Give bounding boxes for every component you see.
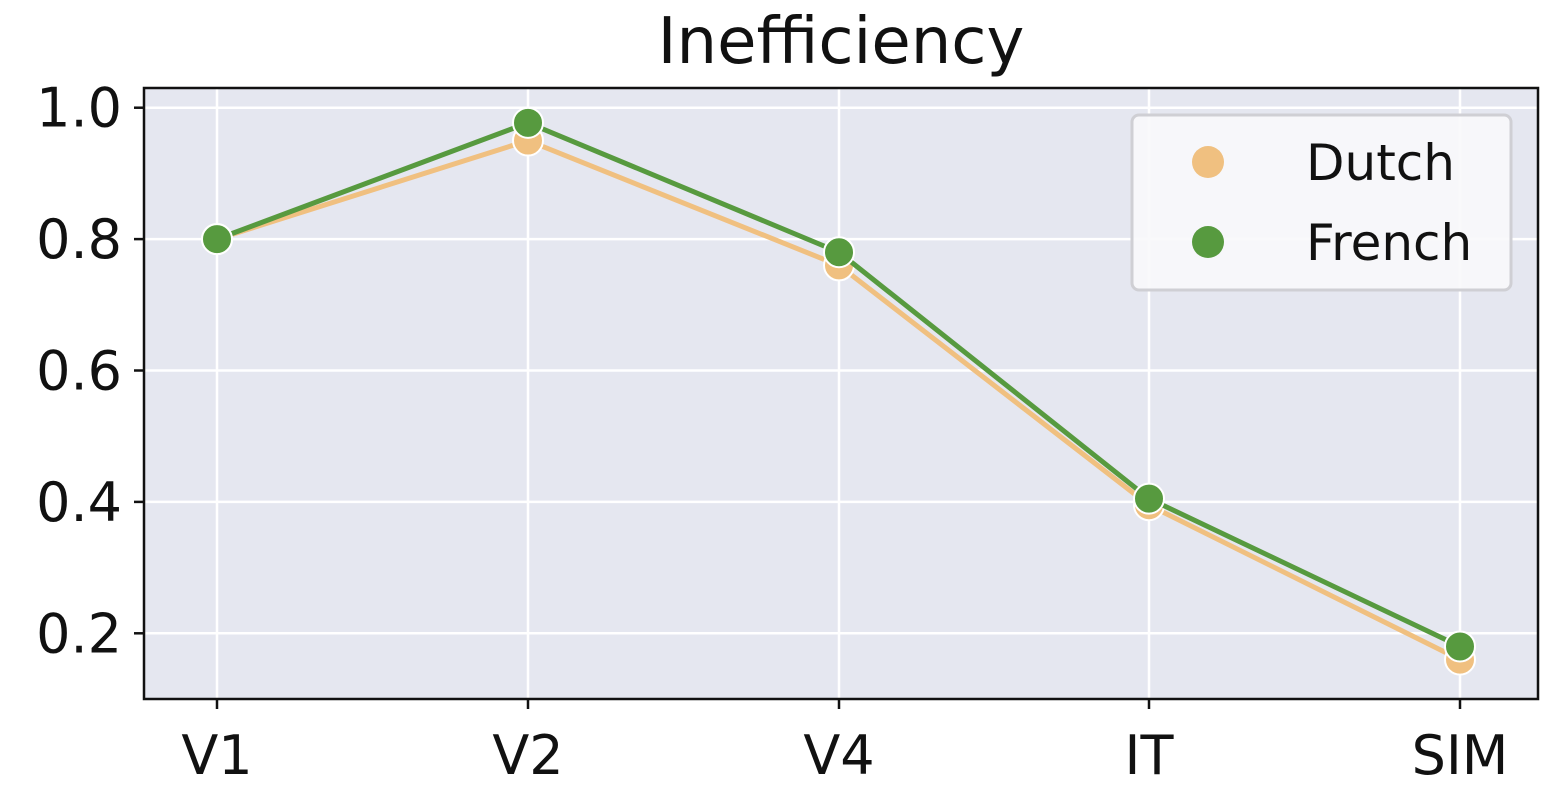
x-tick-label: SIM bbox=[1412, 724, 1509, 787]
data-point bbox=[1444, 630, 1476, 663]
x-tick-label: V2 bbox=[492, 724, 563, 787]
data-point bbox=[1133, 482, 1165, 515]
series-layer bbox=[201, 106, 1476, 676]
chart-title: Inefficiency bbox=[658, 5, 1025, 79]
y-tick-label: 0.4 bbox=[36, 471, 122, 534]
legend-box bbox=[1130, 113, 1513, 292]
legend: Dutch French bbox=[1130, 113, 1513, 292]
legend-label: French bbox=[1306, 214, 1472, 272]
data-point bbox=[512, 106, 544, 139]
legend-label: Dutch bbox=[1306, 134, 1455, 192]
data-point bbox=[823, 236, 855, 269]
x-axis: V1 V2 V4 IT SIM bbox=[181, 699, 1508, 787]
y-tick-label: 0.6 bbox=[36, 340, 122, 403]
series-french bbox=[201, 106, 1476, 663]
plot-frame bbox=[142, 86, 1540, 701]
x-tick-label: IT bbox=[1125, 724, 1175, 787]
legend-marker bbox=[1192, 146, 1224, 178]
y-axis: 0.2 0.4 0.6 0.8 1.0 bbox=[36, 77, 144, 665]
y-tick-label: 0.2 bbox=[36, 602, 122, 665]
y-tick-label: 0.8 bbox=[36, 208, 122, 271]
x-tick-label: V1 bbox=[181, 724, 252, 787]
legend-marker bbox=[1192, 226, 1224, 258]
data-point bbox=[201, 223, 233, 256]
y-tick-label: 1.0 bbox=[36, 77, 122, 140]
x-tick-label: V4 bbox=[803, 724, 874, 787]
